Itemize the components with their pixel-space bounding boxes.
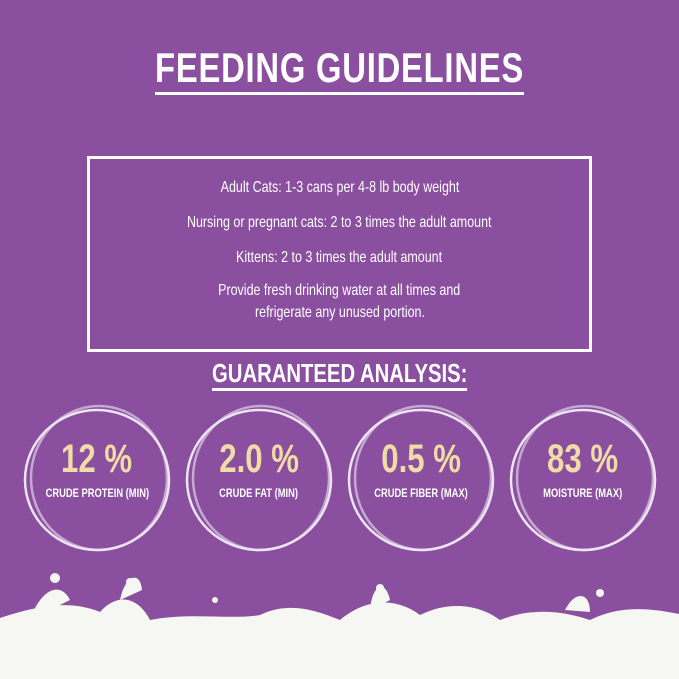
guideline: Adult Cats: 1-3 cans per 4-8 lb body wei… <box>90 179 589 197</box>
guideline: Kittens: 2 to 3 times the adult amount <box>90 249 589 267</box>
stat-value: 2.0 % <box>179 437 339 482</box>
rings <box>23 404 657 552</box>
stat-value-text: 0.5 % <box>381 437 461 481</box>
guideline: Provide fresh drinking water at all time… <box>90 282 589 300</box>
stat-label: MOISTURE (MAX) <box>503 486 663 500</box>
guideline-text: refrigerate any unused portion. <box>254 304 425 321</box>
stat-item: 2.0 % CRUDE FAT (MIN) <box>179 437 339 500</box>
stat-value-text: 2.0 % <box>219 437 299 481</box>
analysis-heading-text: GUARANTEED ANALYSIS: <box>211 359 468 391</box>
stat-label: CRUDE FIBER (MAX) <box>341 486 501 500</box>
stat-value: 0.5 % <box>341 437 501 482</box>
title-text: FEEDING GUIDELINES <box>155 45 524 96</box>
stat-label-text: CRUDE FIBER (MAX) <box>374 486 468 500</box>
stat-value-text: 12 % <box>61 437 133 481</box>
milk-splash <box>0 573 679 679</box>
guideline: refrigerate any unused portion. <box>90 304 589 322</box>
stat-item: 83 % MOISTURE (MAX) <box>503 437 663 500</box>
stat-item: 12 % CRUDE PROTEIN (MIN) <box>17 437 177 500</box>
stat-label: CRUDE PROTEIN (MIN) <box>17 486 177 500</box>
guideline-text: Kittens: 2 to 3 times the adult amount <box>236 249 443 266</box>
title: FEEDING GUIDELINES <box>0 44 679 96</box>
stat-value: 83 % <box>503 437 663 482</box>
guidelines-box: Adult Cats: 1-3 cans per 4-8 lb body wei… <box>87 156 592 352</box>
guideline-text: Nursing or pregnant cats: 2 to 3 times t… <box>187 214 492 231</box>
stat-item: 0.5 % CRUDE FIBER (MAX) <box>341 437 501 500</box>
stat-value: 12 % <box>17 437 177 482</box>
guideline-text: Provide fresh drinking water at all time… <box>218 282 461 299</box>
stat-label-text: CRUDE FAT (MIN) <box>219 486 299 500</box>
stat-label-text: CRUDE PROTEIN (MIN) <box>45 486 149 500</box>
stat-label: CRUDE FAT (MIN) <box>179 486 339 500</box>
analysis-heading: GUARANTEED ANALYSIS: <box>0 358 679 391</box>
stat-label-text: MOISTURE (MAX) <box>543 486 623 500</box>
guideline: Nursing or pregnant cats: 2 to 3 times t… <box>90 214 589 232</box>
stat-value-text: 83 % <box>547 437 619 481</box>
guideline-text: Adult Cats: 1-3 cans per 4-8 lb body wei… <box>220 179 459 196</box>
